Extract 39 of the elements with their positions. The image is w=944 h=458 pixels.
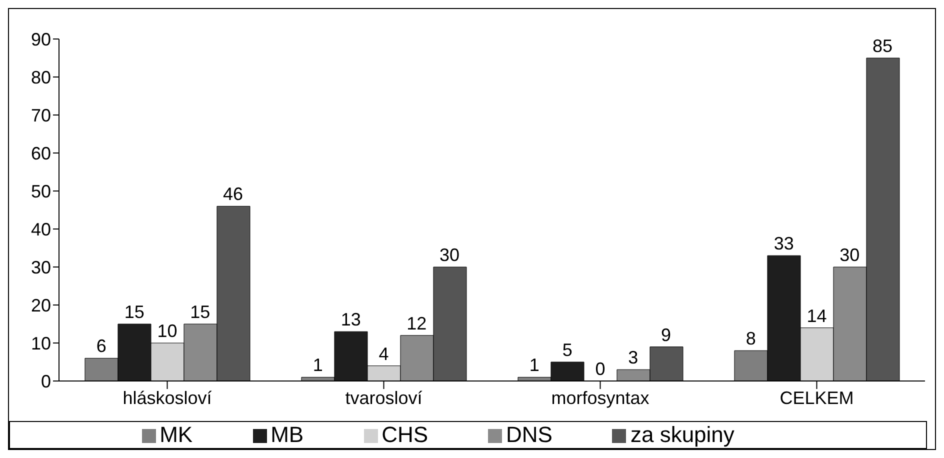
data-label: 12	[406, 313, 427, 334]
y-tick-label: 20	[30, 295, 51, 316]
data-label: 30	[840, 245, 860, 265]
data-label: 1	[529, 355, 540, 376]
data-label: 10	[157, 321, 178, 341]
data-label: 4	[378, 344, 389, 364]
data-label: 85	[872, 36, 893, 56]
y-tick-label: 40	[30, 219, 51, 240]
legend-label: CHS	[382, 422, 428, 447]
data-label: 0	[595, 359, 606, 379]
data-label: 46	[223, 184, 244, 204]
x-tick-label: tvarosloví	[345, 388, 422, 408]
legend-label: MB	[270, 422, 304, 447]
x-tick-label: CELKEM	[780, 388, 854, 408]
data-label: 3	[628, 348, 638, 368]
legend-label: DNS	[506, 422, 552, 447]
legend-label: MK	[160, 422, 193, 447]
data-label: 6	[96, 336, 106, 356]
y-tick-label: 10	[30, 333, 51, 354]
y-tick-label: 0	[40, 371, 51, 392]
data-label: 13	[340, 310, 361, 330]
data-label: 9	[661, 324, 672, 345]
x-tick-label: morfosyntax	[551, 388, 650, 408]
y-tick-label: 80	[30, 67, 51, 88]
data-label: 1	[312, 355, 323, 376]
data-label: 33	[774, 234, 794, 254]
data-label: 5	[562, 340, 572, 360]
data-label: 15	[124, 302, 144, 322]
data-label: 15	[190, 302, 210, 322]
y-tick-label: 30	[30, 257, 51, 278]
y-tick-label: 50	[30, 181, 51, 202]
x-tick-label: hláskosloví	[122, 388, 212, 408]
data-label: 14	[806, 306, 827, 326]
data-label: 30	[440, 245, 460, 265]
y-tick-label: 90	[30, 29, 51, 50]
y-tick-label: 60	[30, 143, 51, 164]
legend-label: za skupiny	[630, 422, 734, 447]
y-tick-label: 70	[30, 105, 51, 126]
data-label: 8	[746, 328, 756, 349]
